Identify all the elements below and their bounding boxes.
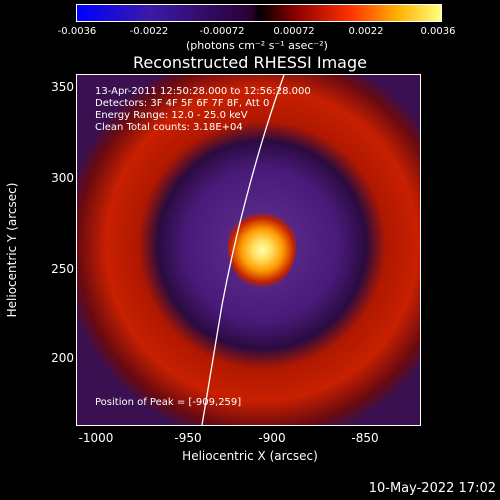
time-range-text: 13-Apr-2011 12:50:28.000 to 12:56:28.000 (95, 86, 311, 97)
x-axis-label: Heliocentric X (arcsec) (182, 449, 318, 463)
clean-counts-text: Clean Total counts: 3.18E+04 (95, 122, 243, 133)
energy-range-text: Energy Range: 12.0 - 25.0 keV (95, 110, 248, 121)
y-tick-label: 300 (51, 171, 74, 185)
colorbar-tick-label: -0.0022 (129, 26, 169, 37)
y-tick-label: 200 (51, 351, 74, 365)
image-plot-area (76, 74, 421, 426)
y-tick-label: 350 (51, 80, 74, 94)
x-tick-label: -900 (258, 431, 286, 445)
colorbar (76, 4, 442, 22)
colorbar-tick-label: 0.00072 (273, 26, 315, 37)
x-tick-label: -1000 (78, 431, 114, 445)
y-axis-label: Heliocentric Y (arcsec) (5, 182, 19, 318)
solar-limb-line (201, 75, 285, 425)
peak-position-text: Position of Peak = [-909,259] (95, 397, 242, 408)
flare-source (228, 201, 296, 289)
colorbar-tick-label: -0.0036 (57, 26, 97, 37)
colorbar-tick-label: 0.0036 (420, 26, 456, 37)
colorbar-tick-label: 0.0022 (348, 26, 384, 37)
footer-timestamp: 10-May-2022 17:02 (368, 481, 496, 496)
detectors-text: Detectors: 3F 4F 5F 6F 7F 8F, Att 0 (95, 98, 270, 109)
colorbar-units: (photons cm⁻² s⁻¹ asec⁻²) (186, 39, 328, 52)
plot-title: Reconstructed RHESSI Image (133, 53, 367, 72)
rhessi-image (77, 75, 420, 425)
colorbar-tick-label: -0.00072 (199, 26, 245, 37)
x-tick-label: -950 (174, 431, 202, 445)
y-tick-label: 250 (51, 262, 74, 276)
x-tick-label: -850 (351, 431, 379, 445)
